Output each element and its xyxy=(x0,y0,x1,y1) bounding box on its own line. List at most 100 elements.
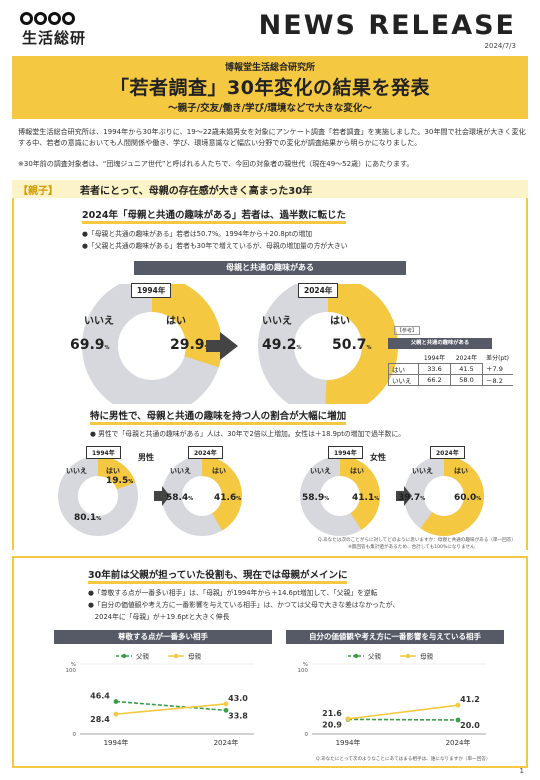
ref-tag: 【参考】 xyxy=(394,326,421,335)
section1-bullet-3: ● 男性で「母親と共通の趣味がある」人は、30年で2倍以上増加。女性は＋18.9… xyxy=(90,430,406,438)
pie-1994-no-value: 69.9% xyxy=(70,337,110,353)
pie-1994-yes-slice xyxy=(152,284,222,368)
x-tick-label: 1994年 xyxy=(336,738,361,747)
pie-2024-yes-label: はい xyxy=(330,316,350,327)
logo-mark xyxy=(20,12,75,25)
banner-title: 「若者調査」30年変化の結果を発表 xyxy=(110,77,430,99)
data-label: 20.9 xyxy=(322,720,342,729)
legend-marker xyxy=(121,653,127,659)
section2-bullet-3: 2024年に「母親」が＋19.6ptと大きく伸長 xyxy=(88,613,230,621)
chart-title-values: 自分の価値観や考え方に一番影響を与えている相手 xyxy=(286,630,504,644)
data-label: 46.4 xyxy=(90,692,110,701)
female-2024-no-value: 39.7% xyxy=(398,493,426,503)
legend-label: 母親 xyxy=(420,652,434,661)
intro-note: ※30年前の調査対象者は、“団塊ジュニア世代”と呼ばれる人たちで、今回の対象者の… xyxy=(18,160,414,168)
chart-respect-svg: %100 0 1994年 2024年 父親 母親 46.4 33.8 28.4 43.0 xyxy=(66,652,254,747)
chart-panel-values: 自分の価値観や考え方に一番影響を与えている相手 % 100 0 1994年 2024年 父… xyxy=(286,630,504,756)
section1-heading: 若者にとって、母親の存在感が大きく高まった30年 xyxy=(80,186,313,197)
y-tick-top-value: 100 xyxy=(66,668,77,674)
male-2024-yes-slice xyxy=(202,456,243,531)
news-release-title: NEWS RELEASE xyxy=(258,10,516,41)
series-line xyxy=(347,704,459,720)
y-tick-bottom: 0 xyxy=(305,732,309,738)
section1-header xyxy=(12,180,528,198)
male-2024-yes-value: 41.6% xyxy=(214,493,242,503)
section2-bullet-1: ●「尊敬する点が一番多い相手」は、「母親」が1994年から＋14.6pt増加して… xyxy=(88,589,378,597)
ref-header-row: 1994年 2024年 差分(pt) xyxy=(423,354,509,362)
data-point xyxy=(455,717,461,723)
pie-2024-no-value: 49.2% xyxy=(262,337,302,353)
intro-paragraph: 博報堂生活総合研究所は、1994年から30年ぶりに、19～22歳未婚男女を対象に… xyxy=(18,127,526,147)
x-tick-label: 2024年 xyxy=(446,738,471,747)
male-label: 男性 xyxy=(138,453,154,462)
male-1994-yes-label: はい xyxy=(106,467,120,475)
section1-subtitle2: 特に男性で、母親と共通の趣味を持つ人の割合が大幅に増加 xyxy=(90,408,347,425)
arrow-icon xyxy=(220,332,238,360)
series-line xyxy=(115,703,227,715)
male-1994-no-value: 80.1% xyxy=(74,513,102,523)
section2-footnote: Q.あなたにとって次のようなことにあてはまる相手は、誰になりますか（単一回答） xyxy=(316,757,491,762)
male-arrow-icon xyxy=(154,486,170,506)
female-label: 女性 xyxy=(370,453,386,462)
ref-bar: 父親と共通の趣味がある xyxy=(388,338,492,349)
page-number: 1 xyxy=(519,767,524,775)
section2-bullet-2: ●「自分の価値観や考え方に一番影響を与えている相手」は、かつては父母で大きな差は… xyxy=(88,601,400,609)
data-point xyxy=(113,711,119,717)
female-2024-year: 2024年 xyxy=(430,446,465,459)
y-tick-top: % xyxy=(71,662,76,668)
data-point xyxy=(345,716,351,722)
title-banner: 博報堂生活総合研究所 「若者調査」30年変化の結果を発表 ～親子/交友/働き/学… xyxy=(12,56,528,119)
pie-2024-yes-value: 50.7% xyxy=(332,337,372,353)
chart-values-svg: %100 0 1994年 2024年 父親 母親 20.9 20.0 21.6 41.2 xyxy=(298,652,486,747)
data-label: 43.0 xyxy=(228,694,248,703)
male-2024-no-label: いいえ xyxy=(170,467,191,475)
pie-1994-yes-label: はい xyxy=(166,316,186,327)
y-tick-top: % xyxy=(303,662,308,668)
male-2024-yes-label: はい xyxy=(212,467,226,475)
data-point xyxy=(223,701,229,707)
ref-table: 1994年 2024年 差分(pt) はい 33.6 41.5 ＋7.9 いいえ… xyxy=(388,352,513,386)
female-1994-yes-label: はい xyxy=(350,467,364,475)
year-box-1994: 1994年 xyxy=(131,283,172,298)
y-tick-bottom: 0 xyxy=(73,732,77,738)
legend-marker xyxy=(173,653,179,659)
pie-1994-no-label: いいえ xyxy=(84,316,114,327)
male-2024-no-value: 58.4% xyxy=(166,493,194,503)
series-line xyxy=(347,718,459,721)
legend-marker xyxy=(353,653,359,659)
pie-2024-yes-slice xyxy=(325,284,398,404)
section2-subtitle: 30年前は父親が担っていた役割も、現在では母親がメインに xyxy=(88,567,348,584)
legend-marker xyxy=(405,653,411,659)
chart-title-respect: 尊敬する点が一番多い相手 xyxy=(54,630,272,644)
data-label: 28.4 xyxy=(90,715,110,724)
female-1994-year: 1994年 xyxy=(328,446,363,459)
section1-bullet-1: ●「母親と共通の趣味がある」若者は50.7%。1994年から＋20.8ptの増加 xyxy=(82,230,313,238)
female-2024-yes-slice xyxy=(420,456,485,536)
legend-label: 母親 xyxy=(188,652,202,661)
arrow-icon-stem xyxy=(206,340,222,352)
year-box-2024: 2024年 xyxy=(298,283,339,298)
section1-footnote1: Q.あなたは次のことがらに対してどのように思いますか：母親と共通の趣味がある（単… xyxy=(318,538,516,543)
data-label: 20.0 xyxy=(460,721,480,730)
legend-label: 父親 xyxy=(136,652,150,661)
section1-bullet-2: ●「父親と共通の趣味がある」若者も30年で増えているが、母親の増加量の方が大きい xyxy=(82,242,348,250)
pie-2024-no-label: いいえ xyxy=(262,316,292,327)
section2-frame xyxy=(12,556,528,768)
x-tick-label: 1994年 xyxy=(104,738,129,747)
male-1994-yes-value: 19.5% xyxy=(106,476,134,486)
male-1994-yes-slice xyxy=(98,456,136,490)
male-1994-year: 1994年 xyxy=(86,446,121,459)
male-2024-year: 2024年 xyxy=(188,446,223,459)
mother-hobby-bar: 母親と共通の趣味がある xyxy=(134,261,406,275)
section1-frame xyxy=(12,198,528,550)
data-label: 21.6 xyxy=(322,709,342,718)
chart-panel-respect: 尊敬する点が一番多い相手 % 100 0 1994年 2024年 父親 母親 46.4 33.8… xyxy=(54,630,272,756)
female-1994-no-label: いいえ xyxy=(310,467,331,475)
y-tick-top-value: 100 xyxy=(298,668,309,674)
logo-text: 生活総研 xyxy=(22,29,87,47)
release-date: 2024/7/3 xyxy=(484,42,516,50)
data-point xyxy=(455,702,461,708)
data-label: 41.2 xyxy=(460,695,480,704)
x-tick-label: 2024年 xyxy=(214,738,239,747)
female-2024-yes-value: 60.0% xyxy=(454,493,482,503)
